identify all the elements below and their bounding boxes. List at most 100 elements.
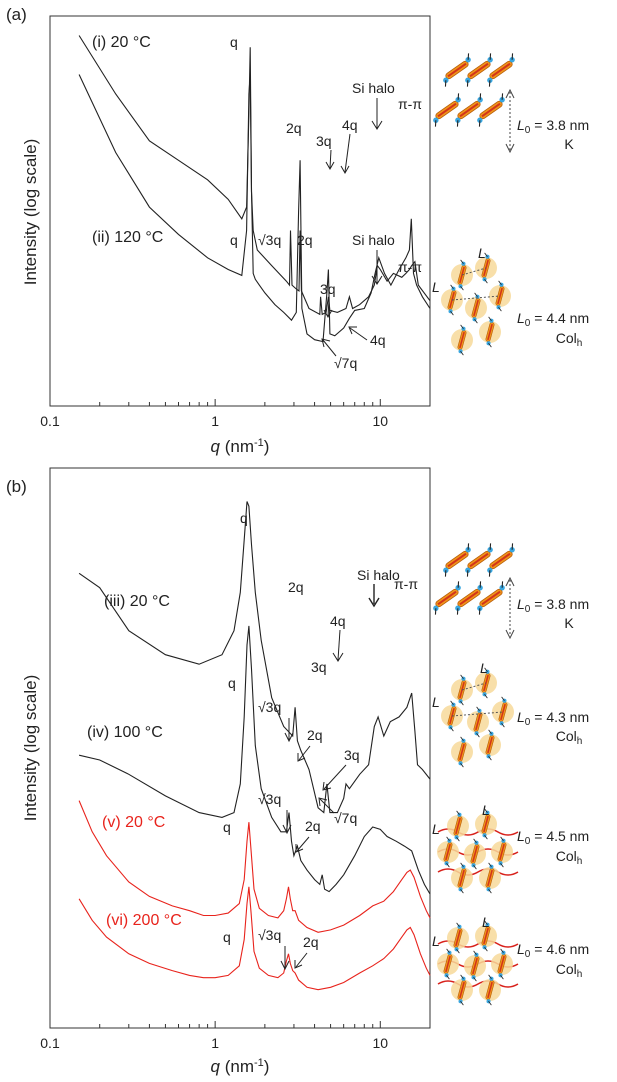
- annotation-b3-q: q: [223, 819, 231, 835]
- arrow-a2-sqrt7q: [322, 339, 337, 357]
- spacing-arrowheads-a: [505, 88, 515, 154]
- x-axis-label-a: q (nm-1): [211, 437, 270, 456]
- lamellar-structure-b: L0 = 3.8 nm K: [427, 543, 589, 640]
- panel-label-a: (a): [6, 5, 27, 24]
- panel-b: (b) 0.1 1 10 (iii) 20 °C (iv) 100 °C (v) 2…: [6, 467, 431, 1076]
- hex-l0-left-b-v: L: [432, 821, 440, 837]
- plot-frame-b: [49, 467, 431, 1029]
- annotation-b-q: q: [240, 510, 248, 526]
- annotation-a2-2q: 2q: [297, 232, 313, 248]
- series-group-a: [78, 35, 431, 343]
- arrowhead-b-si-halo: [368, 597, 380, 608]
- arrow-a2-4q: [349, 327, 368, 341]
- hex-l0-left-a: L: [432, 279, 440, 295]
- hexagonal-structure-a: L L L0 = 4.4 nm Colh: [432, 245, 589, 355]
- annotation-b-si-halo: Si halo: [357, 567, 400, 583]
- arrowhead-b-4q: [332, 652, 344, 662]
- hex-l0-top-b-vi: L: [482, 914, 490, 930]
- arrowhead-a-3q: [325, 161, 335, 171]
- annotation-a2-3q: 3q: [320, 281, 336, 297]
- hex-l0-left-b-iv: L: [432, 694, 440, 710]
- arrowhead-a2-4q: [348, 326, 357, 335]
- structure-label-b-k-value: L0 = 3.8 nm: [517, 596, 589, 615]
- annotation-b-4q: 4q: [330, 613, 346, 629]
- y-axis-label-b: Intensity (log scale): [21, 675, 40, 821]
- arrowhead-b2-2q: [297, 753, 306, 762]
- hexagonal-structure-b-vi: L L L0 = 4.6 nm Colh: [432, 914, 589, 1005]
- series-label-ii: (ii) 120 °C: [92, 229, 163, 246]
- series-label-v: (v) 20 °C: [102, 814, 165, 831]
- arrow-b-4q: [337, 629, 341, 661]
- annotation-b-3q: 3q: [311, 659, 327, 675]
- series-line-v: [78, 800, 431, 933]
- structure-label-b-vi-phase: Colh: [556, 961, 583, 980]
- structure-label-a-colh-phase: Colh: [556, 330, 583, 349]
- series-label-iv: (iv) 100 °C: [87, 724, 163, 741]
- annotation-a-pi-pi: π-π: [398, 96, 422, 112]
- x-tick-label: 1: [211, 1035, 219, 1051]
- structure-label-a-k-value: L0 = 3.8 nm: [517, 117, 589, 136]
- hexagonal-structure-b-v: L L L0 = 4.5 nm Colh: [432, 802, 589, 893]
- arrowhead-a2-sqrt7q: [321, 338, 331, 348]
- annotation-b2-sqrt7q: √7q: [334, 810, 357, 826]
- annotation-a2-4q: 4q: [370, 332, 386, 348]
- hex-l0-top-b-iv: L: [480, 660, 488, 676]
- x-tick-label: 10: [372, 413, 388, 429]
- arrowhead-b3-sqrt3q: [282, 824, 292, 835]
- annotation-b2-sqrt3q: √3q: [258, 699, 281, 715]
- arrow-b2-3q: [323, 764, 347, 790]
- panel-label-b: (b): [6, 477, 27, 496]
- structure-label-a-colh-value: L0 = 4.4 nm: [517, 310, 589, 329]
- panel-a: (a) 0.1 1 10 (i) 20 °C (ii) 120 °C q 2q 3q…: [6, 5, 431, 456]
- series-line-iii: [78, 501, 431, 814]
- x-tick-label: 1: [211, 413, 219, 429]
- structure-label-b-iv-value: L0 = 4.3 nm: [517, 709, 589, 728]
- hex-l0-top-a: L: [478, 245, 486, 261]
- arrowhead-b3-2q: [295, 844, 304, 853]
- series-line-iv: [78, 625, 431, 895]
- x-ticks-a: 0.1 1 10: [40, 399, 431, 429]
- annotation-a2-sqrt3q: √3q: [258, 232, 281, 248]
- series-line-vi: [78, 886, 431, 991]
- annotation-b3-sqrt3q: √3q: [258, 791, 281, 807]
- arrowhead-a-si-halo: [371, 120, 383, 130]
- annotation-b4-sqrt3q: √3q: [258, 927, 281, 943]
- series-label-i: (i) 20 °C: [92, 34, 151, 51]
- annotation-b2-2q: 2q: [307, 727, 323, 743]
- structure-label-b-k-phase: K: [564, 615, 574, 631]
- spacing-arrowheads-b: [505, 576, 515, 640]
- x-tick-label: 0.1: [40, 1035, 60, 1051]
- lamellar-structure-a: L0 = 3.8 nm K: [427, 53, 589, 154]
- x-tick-label: 10: [372, 1035, 388, 1051]
- structure-label-a-k-phase: K: [564, 136, 574, 152]
- x-axis-label-b: q (nm-1): [211, 1057, 270, 1076]
- arrowhead-b2-3q: [322, 781, 332, 791]
- x-tick-label: 0.1: [40, 413, 60, 429]
- annotation-a-4q: 4q: [342, 117, 358, 133]
- plot-frame-a: [49, 15, 431, 407]
- arrowhead-a2-3q: [323, 309, 333, 319]
- structure-label-b-iv-phase: Colh: [556, 728, 583, 747]
- series-label-iii: (iii) 20 °C: [104, 593, 170, 610]
- hex-l0-top-b-v: L: [482, 802, 490, 818]
- annotation-a2-si-halo: Si halo: [352, 232, 395, 248]
- hexagonal-structure-b-iv: L L L0 = 4.3 nm Colh: [432, 660, 589, 767]
- annotation-a2-q: q: [230, 232, 238, 248]
- arrowhead-b4-sqrt3q: [280, 960, 290, 971]
- arrowhead-a2-si-halo: [371, 275, 383, 285]
- annotation-a-3q: 3q: [316, 133, 332, 149]
- annotation-b4-2q: 2q: [303, 934, 319, 950]
- annotation-a-si-halo: Si halo: [352, 80, 395, 96]
- arrow-b3-2q: [296, 836, 310, 852]
- structure-label-b-v-value: L0 = 4.5 nm: [517, 828, 589, 847]
- arrowhead-a-4q: [340, 165, 350, 175]
- arrowhead-b4-2q: [294, 960, 303, 969]
- arrow-b2-sqrt7q: [319, 798, 335, 814]
- annotation-a-2q: 2q: [286, 120, 302, 136]
- annotation-a2-pi-pi: π-π: [398, 259, 422, 275]
- annotation-b2-3q: 3q: [344, 747, 360, 763]
- series-label-vi: (vi) 200 °C: [106, 912, 182, 929]
- annotation-b-2q: 2q: [288, 579, 304, 595]
- annotation-b2-q: q: [228, 675, 236, 691]
- structure-label-b-vi-value: L0 = 4.6 nm: [517, 941, 589, 960]
